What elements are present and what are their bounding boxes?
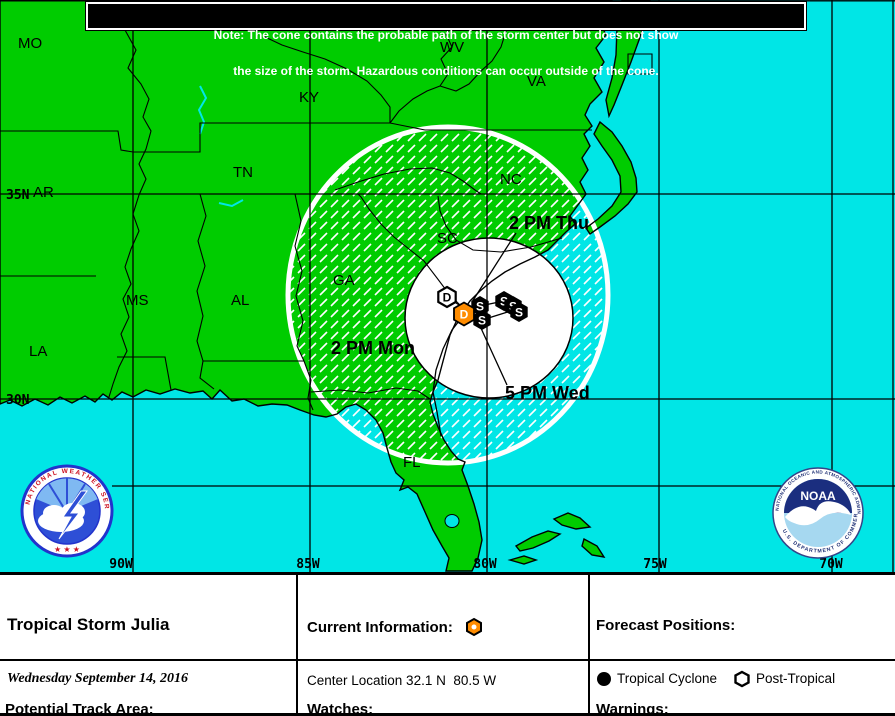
track-area-legend: Potential Track Area: Day 1-3 Day 4-5 (5, 665, 254, 716)
lon-label-90w: 90W (109, 557, 133, 572)
track-symbols: D S S S S S D (437, 285, 528, 330)
time-label-thu: 2 PM Thu (509, 213, 589, 233)
panel-divider (296, 575, 298, 713)
lightning-icon (58, 490, 88, 540)
current-position-symbol: D (453, 301, 475, 327)
state-label-ga: GA (333, 272, 355, 289)
state-label-al: AL (231, 292, 249, 309)
panel-divider (0, 659, 895, 661)
current-info-block: Current Information: Center Location 32.… (307, 581, 496, 716)
forecast-symbol-ts: S (495, 291, 513, 311)
tropical-cyclone-icon (597, 671, 611, 686)
nws-logo: NATIONAL WEATHER SERVICE ★ ★ ★ (20, 464, 114, 558)
forecast-heading: Forecast Positions: (596, 617, 736, 634)
svg-text:S: S (515, 306, 523, 320)
graticule (0, 0, 895, 572)
lat-label-35n: 35N (6, 188, 30, 203)
state-label-fl: FL (403, 454, 421, 471)
note-banner-line2: the size of the storm. Hazardous conditi… (233, 64, 659, 78)
current-position-icon (465, 617, 482, 637)
warnings-heading: Warnings: (596, 701, 669, 716)
time-label-mon: 2 PM Mon (331, 338, 415, 358)
track-area-heading: Potential Track Area: (5, 701, 154, 716)
tropical-cyclone-label: Tropical Cyclone (617, 671, 718, 686)
svg-text:D: D (460, 308, 469, 322)
graticule-labels: 35N 30N 90W 85W 80W 75W 70W (6, 188, 843, 572)
svg-text:S: S (476, 300, 484, 314)
storm-date: Wednesday September 14, 2016 (7, 671, 188, 686)
lon-label-80w: 80W (473, 557, 497, 572)
time-labels: 2 PM Thu 2 PM Mon 5 PM Wed (331, 213, 590, 403)
storm-title: Tropical Storm Julia (7, 615, 170, 634)
watches-heading: Watches: (307, 701, 374, 716)
state-label-nc: NC (500, 171, 522, 188)
rivers (197, 85, 244, 208)
state-labels: MO WV VA KY TN NC AR SC GA MS AL LA FL (18, 35, 546, 471)
forecast-map: MO WV VA KY TN NC AR SC GA MS AL LA FL 3… (0, 0, 895, 572)
state-label-wv: WV (440, 39, 464, 56)
panel-divider (588, 575, 590, 713)
watches-legend: Watches: Hurricane Trop.Storm (307, 665, 591, 716)
forecast-symbol-post-tropical: D (437, 285, 457, 309)
forecast-symbol-ts: S (473, 310, 491, 330)
svg-text:D: D (443, 291, 452, 305)
state-label-la: LA (29, 343, 47, 360)
storm-identity-block: Tropical Storm Julia Wednesday September… (7, 579, 220, 716)
forecast-positions-block: Forecast Positions: Tropical Cyclone Pos… (596, 581, 859, 716)
time-label-wed: 5 PM Wed (505, 383, 590, 403)
lat-label-30n: 30N (6, 393, 30, 408)
post-tropical-icon (734, 670, 750, 687)
state-label-tn: TN (233, 164, 253, 181)
note-banner-line1: Note: The cone contains the probable pat… (213, 28, 679, 42)
noaa-wordmark: NOAA (800, 489, 836, 503)
current-center-location: Center Location 32.1 N 80.5 W (307, 673, 497, 688)
post-tropical-label: Post-Tropical (756, 671, 836, 686)
state-label-ms: MS (126, 292, 149, 309)
info-panel: Tropical Storm Julia Wednesday September… (0, 572, 895, 716)
lon-label-70w: 70W (819, 557, 843, 572)
note-banner: Note: The cone contains the probable pat… (86, 2, 806, 77)
state-label-ky: KY (299, 89, 319, 106)
seagull-icon (785, 501, 851, 526)
forecast-symbol-ts: S (510, 302, 528, 322)
svg-text:S: S (478, 314, 486, 328)
lake-okeechobee (444, 514, 460, 528)
state-label-mo: MO (18, 35, 42, 52)
state-label-sc: SC (437, 230, 458, 247)
state-label-va: VA (527, 73, 546, 90)
state-borders (0, 27, 653, 411)
lon-label-75w: 75W (643, 557, 667, 572)
current-info-heading: Current Information: (307, 618, 453, 636)
nws-stars: ★ ★ ★ (54, 545, 80, 554)
lon-label-85w: 85W (296, 557, 320, 572)
svg-text:S: S (500, 295, 508, 309)
forecast-symbol-ts: S (471, 296, 489, 316)
noaa-logo: NOAA NATIONAL OCEANIC AND ATMOSPHERIC AD… (772, 467, 864, 559)
state-label-ar: AR (33, 184, 54, 201)
warnings-legend: Warnings: Hurricane Trop.Storm (596, 665, 880, 716)
